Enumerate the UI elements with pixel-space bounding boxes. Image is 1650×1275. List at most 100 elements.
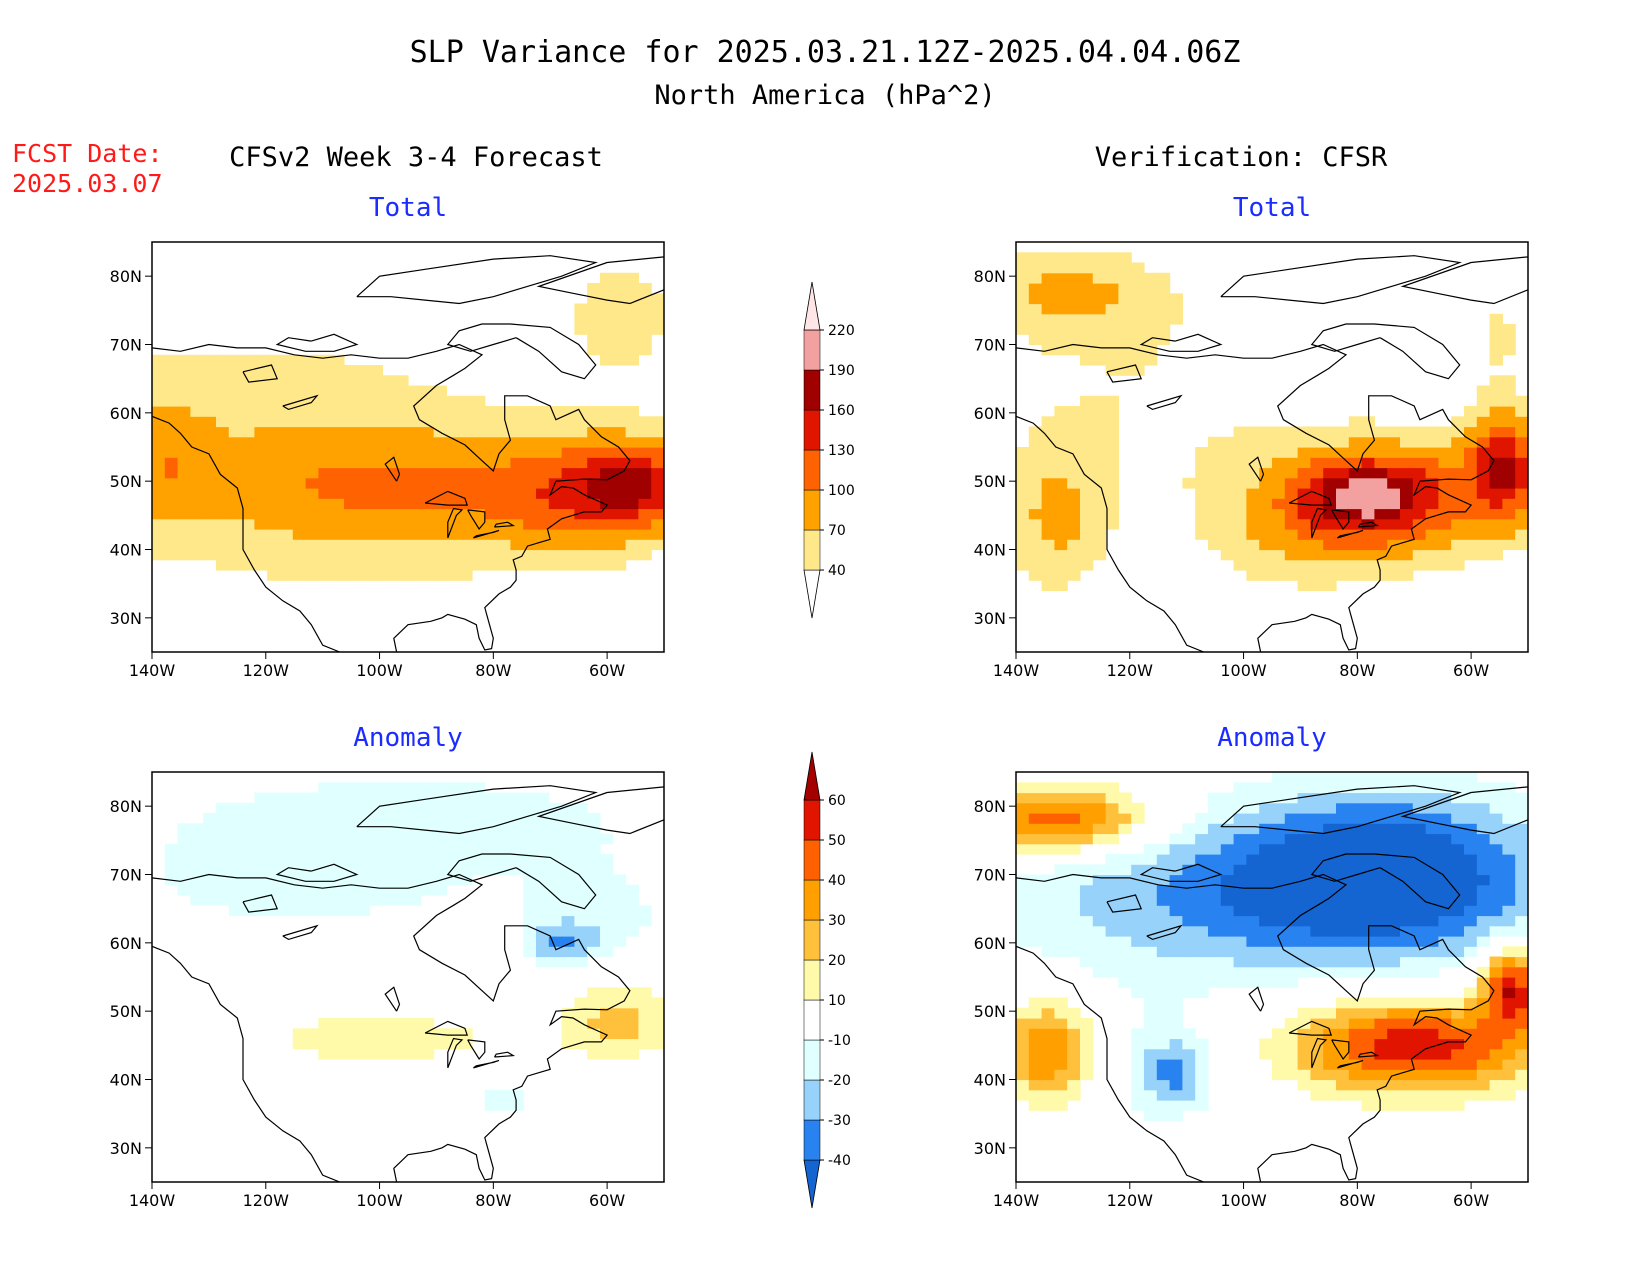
- field-cell: [356, 833, 371, 845]
- field-cell: [1297, 1007, 1311, 1019]
- field-cell: [420, 1048, 435, 1060]
- colorbar-label: 190: [828, 363, 855, 379]
- field-cell: [420, 782, 435, 794]
- field-cell: [1118, 283, 1132, 294]
- field-cell: [1323, 580, 1337, 592]
- field-cell: [625, 1018, 639, 1029]
- field-cell: [1438, 843, 1452, 855]
- field-cell: [625, 518, 639, 530]
- field-cell: [1233, 813, 1247, 824]
- field-cell: [472, 508, 486, 520]
- field-cell: [1118, 252, 1132, 264]
- field-cell: [356, 539, 371, 551]
- field-cell: [164, 426, 179, 438]
- field-cell: [510, 792, 524, 804]
- field-cell: [292, 792, 307, 804]
- field-cell: [574, 498, 588, 510]
- field-cell: [1259, 823, 1273, 835]
- field-cell: [241, 488, 255, 499]
- field-cell: [1451, 915, 1465, 927]
- field-cell: [1425, 843, 1439, 855]
- field-cell: [1233, 833, 1247, 845]
- field-cell: [1208, 477, 1222, 489]
- field-cell: [1131, 802, 1145, 814]
- field-cell: [331, 375, 345, 387]
- field-cell: [1348, 997, 1363, 1009]
- field-cell: [1054, 262, 1068, 274]
- field-cell: [1374, 1007, 1388, 1019]
- field-cell: [1412, 518, 1427, 530]
- field-cell: [459, 549, 473, 561]
- field-cell: [1092, 467, 1107, 479]
- field-cell: [369, 782, 383, 794]
- field-cell: [561, 549, 575, 561]
- field-cell: [1144, 977, 1158, 988]
- field-cell: [177, 854, 191, 865]
- field-cell: [1515, 1007, 1528, 1019]
- field-cell: [1323, 936, 1337, 947]
- field-cell: [254, 802, 268, 814]
- field-cell: [1220, 477, 1235, 489]
- field-cell: [484, 518, 499, 530]
- field-cell: [1489, 518, 1503, 530]
- field-cell: [1144, 1007, 1158, 1019]
- field-cell: [228, 895, 243, 906]
- field-cell: [1489, 488, 1503, 499]
- field-cell: [1502, 1069, 1516, 1081]
- field-cell: [1259, 946, 1273, 958]
- field-cell: [1502, 843, 1516, 855]
- field-cell: [1515, 843, 1528, 855]
- field-cell: [600, 549, 614, 561]
- field-cell: [1284, 467, 1299, 479]
- field-cell: [1233, 488, 1247, 499]
- field-cell: [344, 792, 358, 804]
- field-cell: [203, 365, 217, 376]
- field-cell: [1374, 539, 1388, 551]
- field-cell: [164, 488, 179, 499]
- field-cell: [331, 1038, 345, 1050]
- field-cell: [1310, 813, 1324, 824]
- field-cell: [1412, 467, 1427, 479]
- field-cell: [1489, 966, 1503, 978]
- field-cell: [548, 447, 563, 458]
- field-cell: [484, 559, 499, 571]
- field-cell: [1067, 946, 1081, 958]
- field-cell: [1438, 477, 1452, 489]
- field-cell: [1041, 833, 1055, 845]
- field-cell: [1464, 518, 1478, 530]
- field-cell: [241, 385, 255, 397]
- field-cell: [1323, 843, 1337, 855]
- field-cell: [472, 539, 486, 551]
- field-cell: [1515, 874, 1528, 886]
- field-cell: [1464, 925, 1478, 937]
- field-cell: [395, 447, 409, 458]
- field-cell: [344, 375, 358, 387]
- field-cell: [587, 303, 601, 315]
- field-cell: [587, 283, 601, 294]
- x-tick-label: 60W: [1453, 1191, 1489, 1210]
- field-cell: [600, 895, 614, 906]
- field-cell: [408, 864, 422, 876]
- field-cell: [1297, 518, 1311, 530]
- field-cell: [1387, 997, 1401, 1009]
- field-cell: [548, 559, 563, 571]
- field-cell: [600, 1007, 614, 1019]
- field-cell: [1387, 559, 1401, 571]
- field-cell: [638, 303, 652, 315]
- field-cell: [1284, 895, 1299, 906]
- field-cell: [1361, 792, 1375, 804]
- field-cell: [1144, 1079, 1158, 1091]
- y-tick-label: 70N: [974, 866, 1006, 885]
- field-cell: [1489, 833, 1503, 845]
- field-cell: [1297, 833, 1311, 845]
- field-cell: [1464, 884, 1478, 896]
- field-cell: [574, 813, 588, 824]
- field-cell: [587, 843, 601, 855]
- field-cell: [152, 354, 166, 366]
- field-cell: [1080, 436, 1094, 448]
- field-cell: [1246, 529, 1260, 540]
- field-cell: [1156, 936, 1171, 947]
- field-cell: [241, 467, 255, 479]
- field-cell: [216, 508, 230, 520]
- field-cell: [1054, 1089, 1068, 1101]
